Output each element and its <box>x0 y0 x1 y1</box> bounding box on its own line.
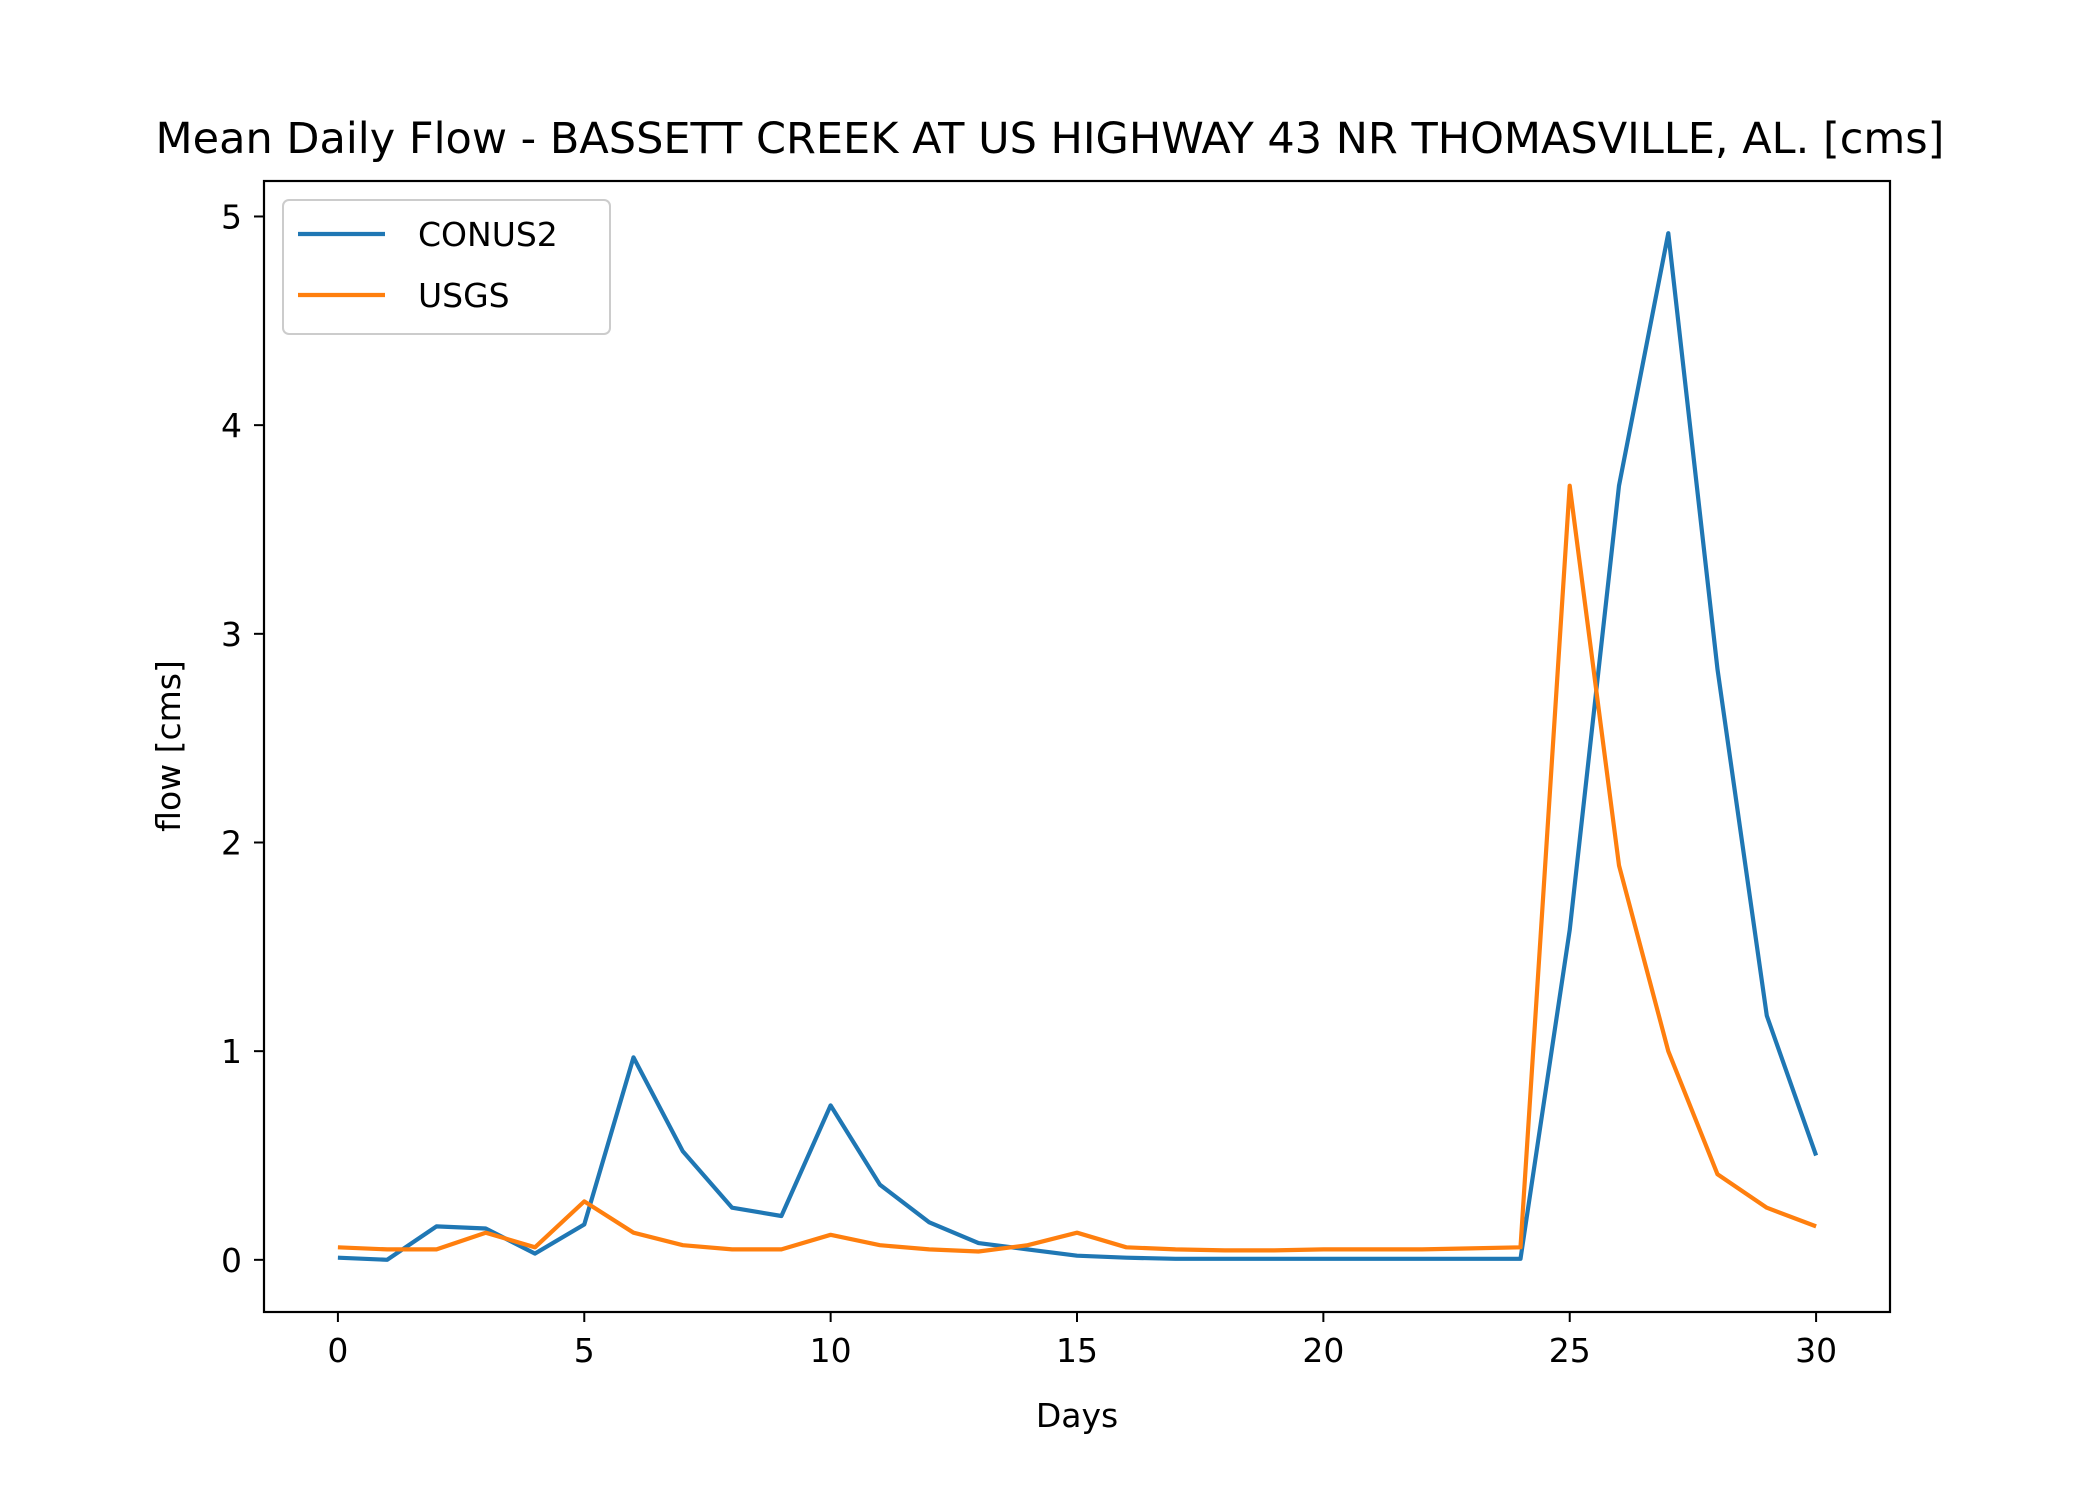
x-axis: 0 5 10 15 20 25 30 <box>327 1312 1837 1370</box>
x-tick-label: 5 <box>574 1331 595 1370</box>
chart-title: Mean Daily Flow - BASSETT CREEK AT US HI… <box>156 114 1945 164</box>
y-tick-label: 3 <box>221 615 242 654</box>
x-tick-label: 0 <box>327 1331 348 1370</box>
series-line-usgs <box>337 483 1817 1254</box>
x-tick-label: 25 <box>1549 1331 1591 1370</box>
series-layer <box>337 231 1819 1262</box>
legend-label-conus2: CONUS2 <box>418 215 558 254</box>
x-tick-label: 10 <box>810 1331 852 1370</box>
y-axis: 0 1 2 3 4 5 <box>221 197 264 1280</box>
y-tick-label: 1 <box>221 1032 242 1071</box>
y-tick-label: 0 <box>221 1241 242 1280</box>
x-axis-label: Days <box>1036 1396 1118 1435</box>
legend-label-usgs: USGS <box>418 276 510 315</box>
y-tick-label: 5 <box>221 197 242 236</box>
series-line-conus2 <box>337 231 1819 1262</box>
x-tick-label: 20 <box>1302 1331 1344 1370</box>
y-axis-label: flow [cms] <box>149 660 188 832</box>
legend: CONUS2 USGS <box>282 199 611 335</box>
x-tick-label: 30 <box>1795 1331 1837 1370</box>
y-tick-label: 4 <box>221 406 242 445</box>
y-tick-label: 2 <box>221 823 242 862</box>
x-tick-label: 15 <box>1056 1331 1098 1370</box>
